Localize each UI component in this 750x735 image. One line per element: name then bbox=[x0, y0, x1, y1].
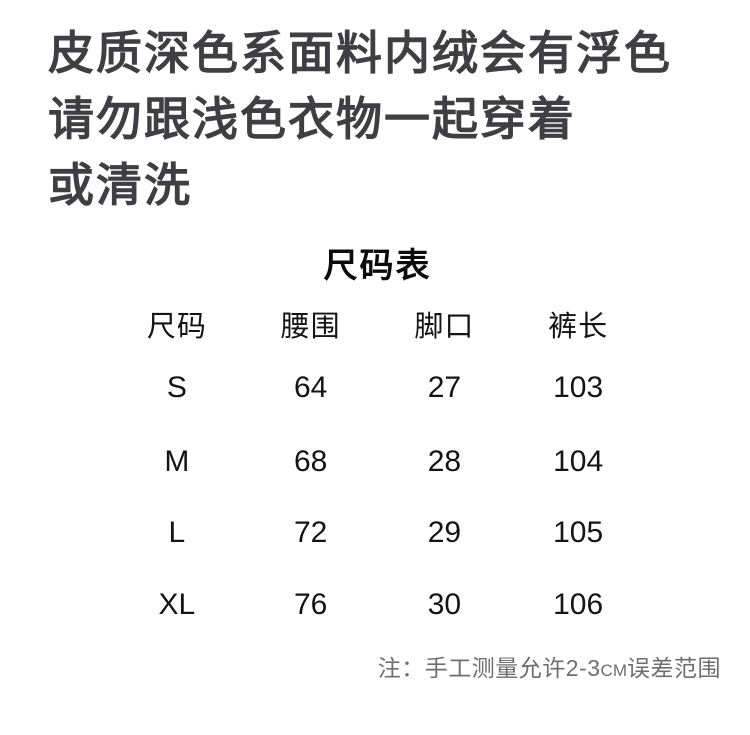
table-row-m: M 68 28 104 bbox=[110, 445, 645, 479]
cell-waist: 72 bbox=[293, 516, 328, 549]
column-header-pants-length: 裤长 bbox=[548, 311, 609, 343]
column-header-waist: 腰围 bbox=[280, 311, 341, 343]
table-row-s: S 64 27 103 bbox=[110, 371, 645, 405]
cell-pants-length: 103 bbox=[553, 371, 604, 404]
column-header-size: 尺码 bbox=[146, 311, 207, 343]
size-chart-title: 尺码表 bbox=[323, 247, 432, 285]
cell-size: XL bbox=[158, 588, 196, 621]
cell-leg-opening: 28 bbox=[427, 445, 462, 478]
cell-waist: 68 bbox=[293, 445, 328, 478]
warning-line-1: 皮质深色系面料内绒会有浮色 bbox=[48, 27, 672, 79]
measurement-tolerance-note: 注：手工测量允许2-3CM误差范围 bbox=[0, 655, 721, 684]
warning-line-2: 请勿跟浅色衣物一起穿着 bbox=[48, 93, 576, 145]
note-suffix: 误差范围 bbox=[627, 655, 721, 681]
cell-leg-opening: 29 bbox=[427, 516, 462, 549]
care-warning-text: 皮质深色系面料内绒会有浮色 请勿跟浅色衣物一起穿着 或清洗 bbox=[0, 0, 750, 218]
warning-line-3: 或清洗 bbox=[48, 159, 192, 211]
cell-pants-length: 104 bbox=[553, 445, 604, 478]
cell-leg-opening: 27 bbox=[427, 371, 462, 404]
size-chart-header-row: 尺码 腰围 脚口 裤长 bbox=[110, 310, 645, 344]
cell-leg-opening: 30 bbox=[427, 588, 462, 621]
note-prefix: 注：手工测量允许2-3 bbox=[377, 655, 601, 681]
cell-size: S bbox=[166, 371, 187, 404]
cell-waist: 76 bbox=[293, 588, 328, 621]
cell-pants-length: 106 bbox=[553, 588, 604, 621]
cell-pants-length: 105 bbox=[553, 516, 604, 549]
table-row-xl: XL 76 30 106 bbox=[110, 588, 645, 622]
cell-size: L bbox=[168, 516, 186, 549]
note-unit: CM bbox=[600, 661, 627, 680]
size-chart-section: 尺码表 尺码 腰围 脚口 裤长 S 64 27 103 M 68 28 104 … bbox=[110, 246, 645, 622]
column-header-leg-opening: 脚口 bbox=[414, 311, 475, 343]
table-row-l: L 72 29 105 bbox=[110, 516, 645, 550]
cell-waist: 64 bbox=[293, 371, 328, 404]
cell-size: M bbox=[164, 445, 190, 478]
